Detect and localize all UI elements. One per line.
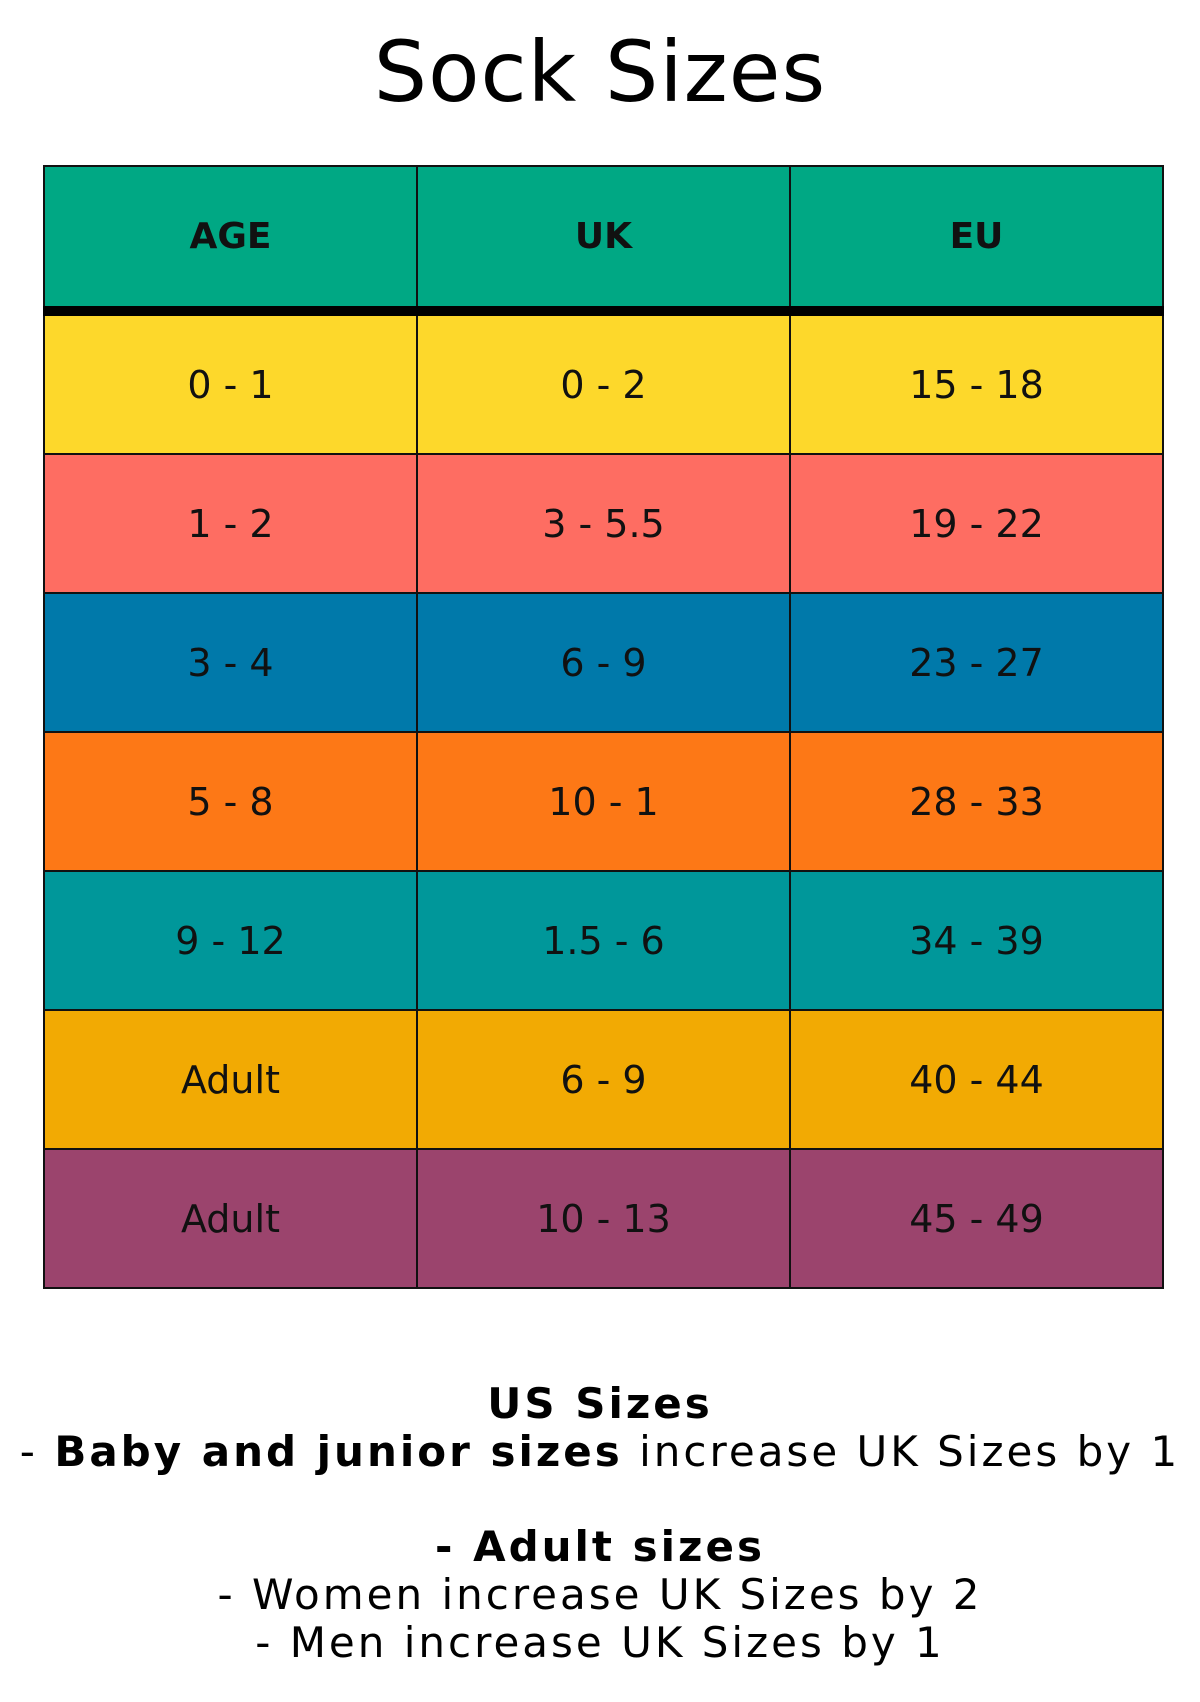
age-cell: Adult [43,1148,418,1289]
uk-size-cell: 6 - 9 [415,592,791,733]
table-row: Adult 10 - 13 45 - 49 [43,1148,1165,1289]
us-sizes-notes: US Sizes - Baby and junior sizes increas… [0,1380,1200,1667]
table-row: 1 - 2 3 - 5.5 19 - 22 [43,453,1165,594]
uk-size-cell: 3 - 5.5 [415,453,791,594]
uk-size-cell: 1.5 - 6 [415,870,791,1011]
uk-size-cell: 10 - 13 [415,1148,791,1289]
table-row: 0 - 1 0 - 2 15 - 18 [43,310,1165,455]
column-header-uk: UK [415,165,791,316]
women-note: - Women increase UK Sizes by 2 [217,1570,983,1619]
us-sizes-heading: US Sizes [487,1379,713,1428]
eu-size-cell: 40 - 44 [788,1009,1165,1150]
table-row: 3 - 4 6 - 9 23 - 27 [43,592,1165,733]
age-cell: 5 - 8 [43,731,418,872]
table-row: 5 - 8 10 - 1 28 - 33 [43,731,1165,872]
baby-note-bold: Baby and junior sizes [54,1427,623,1476]
sock-size-table: AGE UK EU 0 - 1 0 - 2 15 - 18 1 - 2 3 - … [43,165,1165,1289]
age-cell: 1 - 2 [43,453,418,594]
table-row: Adult 6 - 9 40 - 44 [43,1009,1165,1150]
baby-note-prefix: - [19,1427,55,1476]
uk-size-cell: 6 - 9 [415,1009,791,1150]
eu-size-cell: 34 - 39 [788,870,1165,1011]
age-cell: 3 - 4 [43,592,418,733]
table-body: 0 - 1 0 - 2 15 - 18 1 - 2 3 - 5.5 19 - 2… [43,310,1165,1289]
notes-spacer [0,1476,1200,1523]
age-cell: Adult [43,1009,418,1150]
baby-junior-note: - Baby and junior sizes increase UK Size… [0,1428,1200,1476]
men-note: - Men increase UK Sizes by 1 [255,1618,945,1667]
uk-size-cell: 0 - 2 [415,310,791,455]
age-cell: 0 - 1 [43,310,418,455]
column-header-eu: EU [788,165,1165,316]
page-title: Sock Sizes [373,23,827,121]
table-header: AGE UK EU [43,165,1165,316]
table-row: 9 - 12 1.5 - 6 34 - 39 [43,870,1165,1011]
uk-size-cell: 10 - 1 [415,731,791,872]
adult-sizes-heading: - Adult sizes [435,1522,765,1571]
baby-note-rest: increase UK Sizes by 1 [622,1427,1181,1476]
header-row: AGE UK EU [43,165,1165,316]
eu-size-cell: 15 - 18 [788,310,1165,455]
eu-size-cell: 45 - 49 [788,1148,1165,1289]
eu-size-cell: 23 - 27 [788,592,1165,733]
column-header-age: AGE [43,165,418,316]
eu-size-cell: 19 - 22 [788,453,1165,594]
eu-size-cell: 28 - 33 [788,731,1165,872]
age-cell: 9 - 12 [43,870,418,1011]
